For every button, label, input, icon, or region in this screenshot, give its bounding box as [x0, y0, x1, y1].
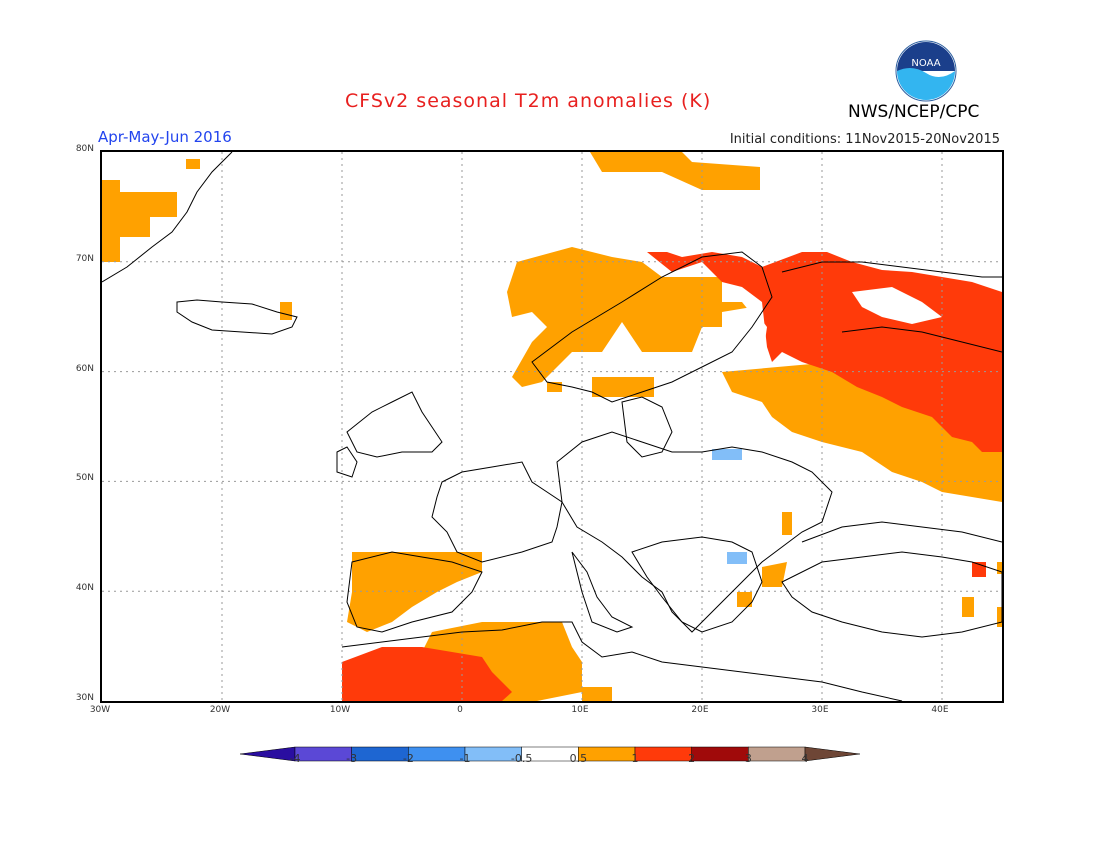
- latitude-label: 80N: [75, 144, 94, 154]
- longitude-label: 20E: [691, 705, 709, 715]
- longitude-label: 30W: [89, 705, 111, 715]
- latitude-label: 50N: [75, 473, 94, 484]
- longitude-label: 0: [457, 705, 463, 715]
- chart-title: CFSv2 seasonal T2m anomalies (K): [345, 90, 712, 112]
- longitude-label: 20W: [209, 705, 231, 715]
- colorbar-tick-label: -0.5: [510, 752, 533, 765]
- logo-text: NOAA: [911, 58, 940, 69]
- longitude-label: 30E: [811, 705, 829, 715]
- anomaly-blue-regions: [712, 449, 747, 564]
- colorbar-tick-label: 4: [801, 752, 809, 765]
- colorbar-tick-label: -2: [402, 752, 414, 765]
- longitude-label: 10W: [329, 705, 351, 715]
- colorbar-tick-label: 1: [631, 752, 639, 765]
- map-canvas: [101, 151, 1003, 702]
- colorbar-tick-label: -4: [289, 752, 301, 765]
- latitude-label: 30N: [75, 693, 94, 703]
- colorbar: [240, 746, 860, 762]
- colorbar-tick-label: 0.5: [569, 752, 588, 765]
- colorbar-high-arrow: [804, 746, 860, 762]
- longitude-label: 40E: [931, 705, 949, 715]
- agency-label: NWS/NCEP/CPC: [848, 102, 980, 122]
- season-subtitle: Apr-May-Jun 2016: [98, 128, 232, 146]
- colorbar-tick-label: 2: [688, 752, 696, 765]
- colorbar-tick-label: 3: [744, 752, 752, 765]
- colorbar-tick-label: -3: [346, 752, 358, 765]
- noaa-logo: NOAA: [895, 40, 957, 102]
- latitude-label: 70N: [75, 253, 94, 264]
- anomaly-orange-regions: [102, 152, 1002, 701]
- colorbar-tick-label: -1: [459, 752, 471, 765]
- longitude-label: 10E: [571, 705, 589, 715]
- latitude-label: 40N: [75, 583, 94, 594]
- initial-conditions: Initial conditions: 11Nov2015-20Nov2015: [729, 132, 1000, 147]
- latitude-label: 60N: [75, 363, 94, 374]
- europe-map: [100, 150, 1004, 703]
